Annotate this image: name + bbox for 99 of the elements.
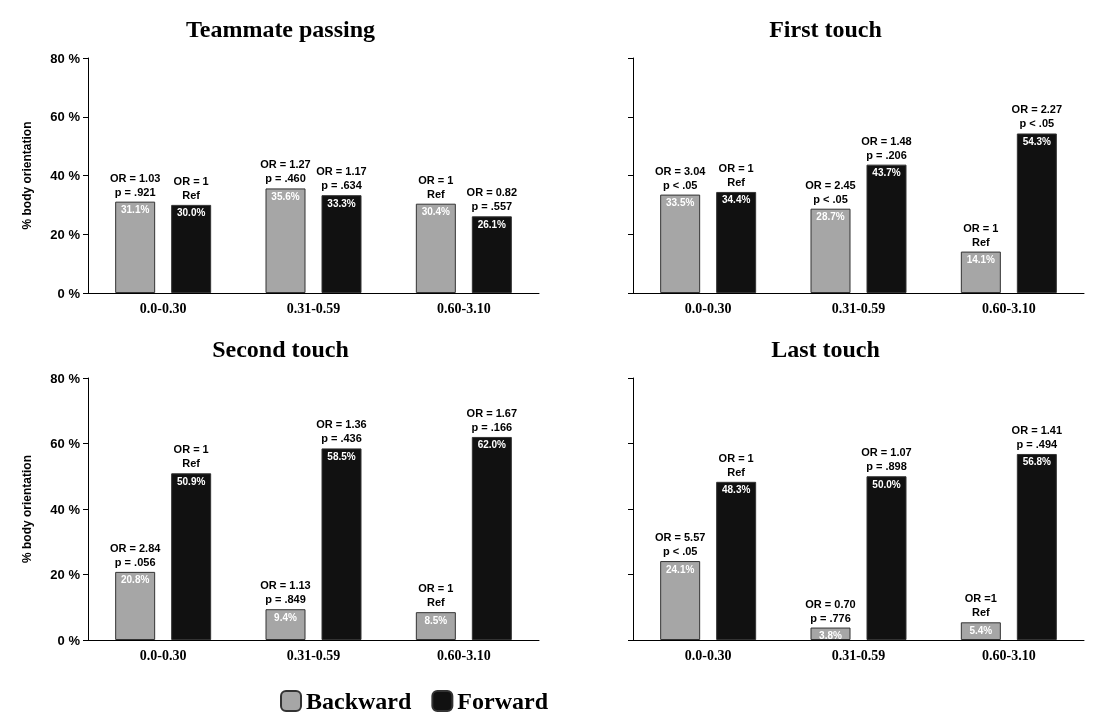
annotation: OR = 3.04 p < .05 <box>654 164 707 191</box>
data-label: 35.6% <box>271 190 300 202</box>
bar <box>415 203 456 293</box>
data-label: 20.8% <box>120 574 150 586</box>
data-label: 48.3% <box>721 484 751 496</box>
annotation: OR = 1.03 p = .921 <box>109 171 161 198</box>
y-axis-title: % body orientation <box>20 455 34 563</box>
x-tick-label: 0.0-0.30 <box>139 647 187 663</box>
x-tick-label: 0.0-0.30 <box>139 300 187 316</box>
annotation: OR = 0.70 p = .776 <box>805 597 856 624</box>
bar <box>866 164 907 293</box>
bar <box>471 216 512 293</box>
chart-title: First touch <box>769 16 882 42</box>
bar <box>265 609 306 640</box>
x-tick-label: 0.31-0.59 <box>286 300 341 316</box>
annotation: OR = 2.27 p < .05 <box>1011 103 1063 130</box>
bar <box>115 571 156 640</box>
annotation: OR = 1.48 p = .206 <box>861 134 912 161</box>
x-tick-label: 0.0-0.30 <box>684 300 732 316</box>
annotation: OR = 2.45 p < .05 <box>805 178 856 205</box>
annotation: OR = 1 Ref <box>718 451 754 478</box>
data-label: 5.4% <box>969 624 993 636</box>
data-label: 31.1% <box>120 204 150 216</box>
legend-label: Backward <box>306 688 413 714</box>
y-tick-label: 40 % <box>50 501 81 517</box>
annotation: OR = 1.36 p = .436 <box>316 418 367 445</box>
annotation: OR = 5.57 p < .05 <box>654 531 706 558</box>
annotation: OR = 1.41 p = .494 <box>1011 423 1063 450</box>
data-label: 33.5% <box>665 197 695 209</box>
annotation: OR = 1.13 p = .849 <box>260 579 311 606</box>
bar <box>471 436 512 640</box>
y-tick-label: 80 % <box>50 370 81 386</box>
data-label: 8.5% <box>424 614 448 626</box>
y-tick-label: 20 % <box>50 226 81 242</box>
bar <box>716 191 757 293</box>
bar <box>171 473 212 640</box>
data-label: 9.4% <box>274 611 297 623</box>
data-label: 30.0% <box>176 207 206 219</box>
data-label: 54.3% <box>1022 135 1052 147</box>
annotation: OR = 1 Ref <box>173 443 209 470</box>
bar <box>960 251 1001 293</box>
x-tick-label: 0.60-3.10 <box>982 300 1036 316</box>
annotation: OR = 0.82 p = .557 <box>466 186 518 213</box>
data-label: 50.9% <box>176 475 206 487</box>
bar <box>321 448 362 640</box>
y-tick-label: 40 % <box>50 168 81 183</box>
bar <box>1016 133 1057 293</box>
annotation: OR = 1.67 p = .166 <box>466 406 518 433</box>
annotation: OR = 2.84 p = .056 <box>109 541 162 568</box>
legend-label: Forward <box>457 688 549 714</box>
x-tick-label: 0.60-3.10 <box>437 647 491 663</box>
x-tick-label: 0.60-3.10 <box>437 300 491 316</box>
annotation: OR = 1 Ref <box>173 174 209 201</box>
data-label: 30.4% <box>421 206 451 218</box>
annotation: OR = 1.27 p = .460 <box>260 158 311 185</box>
bar <box>660 561 701 640</box>
bar <box>171 204 212 293</box>
bar <box>810 208 851 293</box>
chart-title: Last touch <box>771 336 880 362</box>
bar <box>321 195 362 293</box>
annotation: OR = 1.07 p = .898 <box>861 446 912 473</box>
bar <box>1016 453 1057 640</box>
x-tick-label: 0.60-3.10 <box>982 647 1036 663</box>
annotation: OR = 1 Ref <box>718 161 754 188</box>
x-tick-label: 0.31-0.59 <box>831 647 886 663</box>
annotation: OR = 1 Ref <box>418 582 454 609</box>
y-tick-label: 60 % <box>50 436 81 451</box>
y-tick-label: 60 % <box>50 109 81 125</box>
y-tick-label: 80 % <box>50 50 81 66</box>
data-label: 28.7% <box>816 211 845 223</box>
data-label: 34.4% <box>721 194 751 206</box>
y-axis-title: % body orientation <box>20 121 34 230</box>
annotation: OR = 1.17 p = .634 <box>316 165 367 192</box>
chart-title: Teammate passing <box>185 16 376 42</box>
chart-title: Second touch <box>212 336 349 362</box>
y-tick-label: 0 % <box>57 285 81 301</box>
bar <box>115 201 156 293</box>
data-label: 50.0% <box>872 478 901 490</box>
y-tick-label: 0 % <box>57 632 81 648</box>
data-label: 24.1% <box>665 563 695 575</box>
annotation: OR = 1 Ref <box>418 173 454 200</box>
data-label: 26.1% <box>477 218 507 230</box>
data-label: 62.0% <box>477 439 507 451</box>
x-tick-label: 0.31-0.59 <box>286 647 341 663</box>
bar <box>265 188 306 293</box>
annotation: OR = 1 Ref <box>963 221 999 248</box>
bar <box>866 476 907 640</box>
bar <box>716 481 757 640</box>
x-tick-label: 0.0-0.30 <box>684 647 732 663</box>
annotation: OR =1 Ref <box>964 592 997 619</box>
bar <box>660 194 701 293</box>
data-label: 3.8% <box>819 630 842 642</box>
data-label: 14.1% <box>966 254 996 266</box>
data-label: 58.5% <box>327 450 356 462</box>
data-label: 43.7% <box>872 167 901 179</box>
data-label: 33.3% <box>327 197 356 209</box>
data-label: 56.8% <box>1022 456 1052 468</box>
y-tick-label: 20 % <box>50 567 81 582</box>
x-tick-label: 0.31-0.59 <box>831 300 886 316</box>
